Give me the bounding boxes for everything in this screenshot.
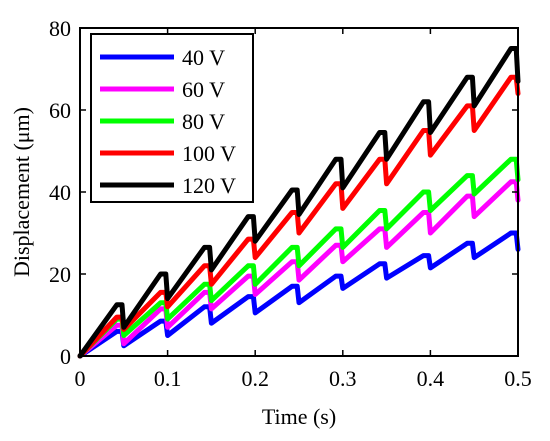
legend-label-1: 60 V	[182, 77, 225, 102]
x-axis-label: Time (s)	[262, 404, 336, 429]
plot-lines	[77, 46, 521, 359]
legend: 40 V 60 V 80 V 100 V 120 V	[90, 33, 254, 203]
y-axis-label: Displacement (μm)	[9, 107, 34, 277]
x-tick-label: 0.5	[504, 366, 532, 391]
tick-labels: 0 0.1 0.2 0.3 0.4 0.5 0 20 40 60 80	[49, 16, 532, 391]
x-tick-label: 0.2	[241, 366, 269, 391]
y-tick-label: 40	[49, 180, 71, 205]
legend-label-3: 100 V	[182, 141, 236, 166]
y-tick-label: 20	[49, 262, 71, 287]
y-tick-label: 60	[49, 98, 71, 123]
x-tick-label: 0.3	[329, 366, 357, 391]
legend-box	[90, 33, 254, 203]
y-tick-label: 0	[60, 344, 71, 369]
x-tick-label: 0.1	[154, 366, 182, 391]
series-line-4	[77, 46, 521, 359]
legend-label-2: 80 V	[182, 109, 225, 134]
x-tick-label: 0.4	[417, 366, 445, 391]
legend-label-4: 120 V	[182, 173, 236, 198]
legend-label-0: 40 V	[182, 45, 225, 70]
y-tick-label: 80	[49, 16, 71, 41]
x-tick-label: 0	[75, 366, 86, 391]
